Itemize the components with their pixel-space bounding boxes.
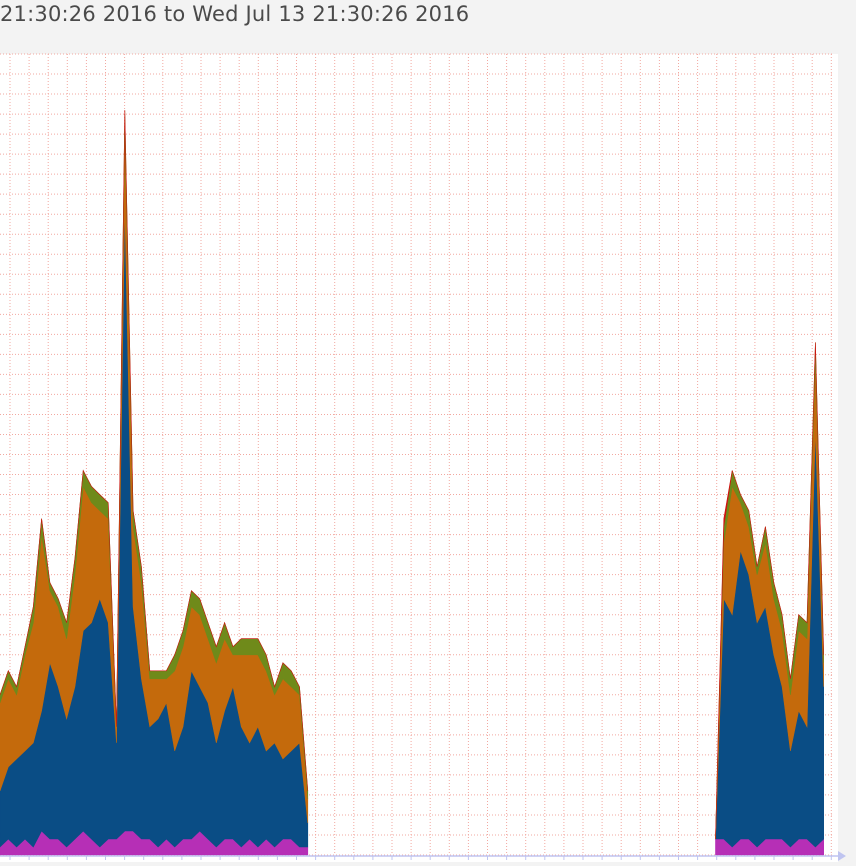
series-area-1 — [0, 206, 309, 848]
series-area-4 — [0, 110, 309, 791]
series-area-4 — [715, 342, 824, 840]
chart-title: 21:30:26 2016 to Wed Jul 13 21:30:26 201… — [0, 2, 470, 26]
x-axis-arrow — [838, 851, 846, 861]
x-axis — [0, 851, 846, 861]
series-areas — [0, 110, 824, 856]
